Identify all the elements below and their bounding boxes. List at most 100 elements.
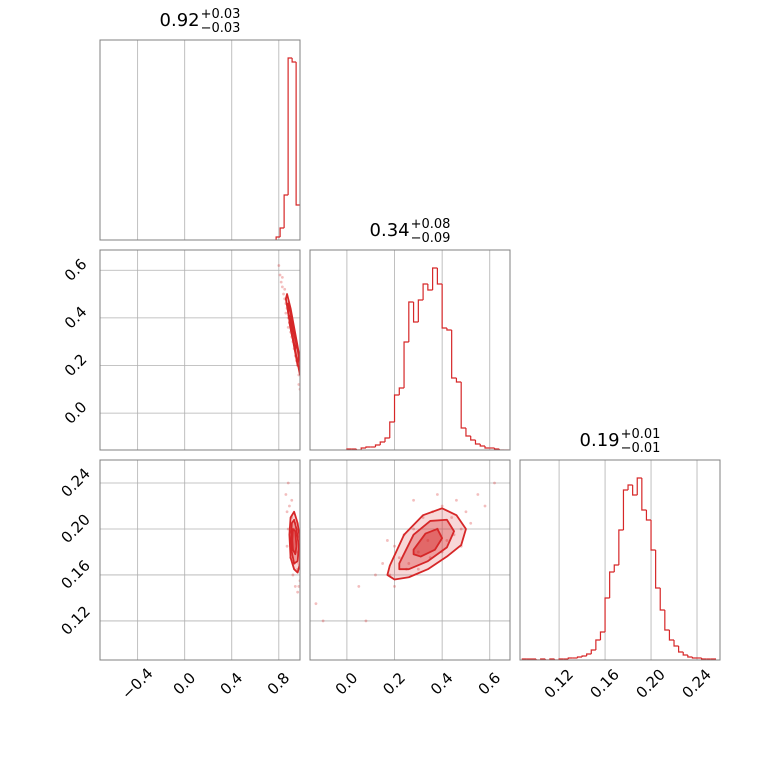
histogram-bin xyxy=(609,571,615,598)
title-plus: +0.08 xyxy=(411,217,451,232)
histogram-bin xyxy=(365,446,371,448)
histogram-bin xyxy=(599,631,606,640)
histogram-bin xyxy=(384,437,390,442)
histogram-bin xyxy=(279,227,285,237)
histogram-bin xyxy=(650,520,656,551)
sample-point xyxy=(416,567,420,571)
sample-point xyxy=(286,325,290,329)
sample-point xyxy=(284,493,288,496)
sample-point xyxy=(288,504,291,508)
histogram-bin xyxy=(441,284,447,329)
x-tick-label: 0.4 xyxy=(217,669,247,699)
panel-title: 0.34 xyxy=(370,220,410,241)
density-panel xyxy=(314,481,496,623)
title-minus: −0.03 xyxy=(201,21,241,36)
histogram-bin xyxy=(275,236,281,240)
histogram-bin xyxy=(636,477,642,495)
sample-point xyxy=(385,539,389,542)
sample-point xyxy=(493,481,496,485)
sample-point xyxy=(412,498,415,502)
contour xyxy=(398,518,455,571)
histogram-bin xyxy=(484,446,490,449)
sample-point xyxy=(296,590,300,594)
sample-point xyxy=(469,521,473,525)
histogram-bin xyxy=(393,394,400,422)
sample-point xyxy=(357,585,361,588)
histogram-bin xyxy=(595,639,601,650)
sample-point xyxy=(416,550,420,554)
histogram-bin xyxy=(613,564,619,572)
histogram-bin xyxy=(389,421,395,438)
histogram-bin xyxy=(465,428,471,437)
title-minus: −0.09 xyxy=(411,231,451,246)
x-tick-label: 0.20 xyxy=(633,665,669,701)
histogram-bin xyxy=(632,485,638,496)
histogram-bin xyxy=(455,378,462,383)
histogram-bin xyxy=(287,57,293,195)
histogram xyxy=(275,57,300,240)
histogram-bin xyxy=(664,610,670,631)
y-tick-label: 0.2 xyxy=(61,350,91,380)
histogram-bin xyxy=(403,341,409,388)
density-panel xyxy=(277,264,300,391)
x-tick-label: 0.12 xyxy=(541,665,577,701)
y-tick-label: 0.12 xyxy=(57,602,93,638)
histogram-bin xyxy=(618,529,624,565)
title-minus: −0.01 xyxy=(621,441,661,456)
sample-point xyxy=(381,562,385,565)
histogram-bin xyxy=(535,659,541,660)
histogram-bin xyxy=(645,510,652,521)
histogram-bin xyxy=(668,630,675,641)
sample-point xyxy=(450,516,454,519)
x-tick-label: 0.8 xyxy=(264,669,294,699)
sample-point xyxy=(445,539,449,542)
histogram-bin xyxy=(659,588,665,611)
y-tick-label: 0.6 xyxy=(61,255,91,285)
histogram-bin xyxy=(553,659,560,660)
histogram-bin xyxy=(379,441,385,445)
density-panel xyxy=(284,481,300,594)
y-tick-label: 0.0 xyxy=(61,398,91,428)
histogram-bin xyxy=(590,649,596,654)
title-value: 0.34 xyxy=(370,220,410,241)
title-plus: +0.01 xyxy=(621,427,661,442)
histogram-bin xyxy=(627,484,633,490)
histogram-bin xyxy=(283,194,289,228)
histogram-bin xyxy=(682,652,688,656)
sample-point xyxy=(291,573,295,577)
panel-frame xyxy=(309,459,511,661)
sample-point xyxy=(435,493,439,496)
histogram-bin xyxy=(295,62,300,240)
sample-point xyxy=(393,544,396,548)
sample-point xyxy=(374,573,377,577)
histogram-bin xyxy=(641,478,647,511)
panel-frame xyxy=(519,459,721,661)
x-tick-label: 0.2 xyxy=(379,669,409,699)
sample-point xyxy=(280,275,284,279)
sample-point xyxy=(290,498,294,502)
x-tick-label: 0.24 xyxy=(678,665,714,701)
sample-point xyxy=(280,285,284,289)
sample-point xyxy=(277,264,281,267)
sample-point xyxy=(285,544,289,548)
histogram-bin xyxy=(408,301,414,342)
histogram xyxy=(346,267,509,450)
title-value: 0.19 xyxy=(580,430,620,451)
histogram-bin xyxy=(374,444,381,447)
sample-point xyxy=(464,510,468,514)
title-plus: +0.03 xyxy=(201,7,241,22)
histogram-bin xyxy=(586,653,592,656)
y-tick-label: 0.16 xyxy=(57,556,93,592)
histogram-bin xyxy=(498,449,505,450)
panel-frame xyxy=(99,459,301,661)
sample-point xyxy=(407,562,411,565)
sample-point xyxy=(314,602,318,606)
contour xyxy=(288,314,298,350)
y-tick-label: 0.24 xyxy=(57,464,93,500)
panel-frame xyxy=(309,249,511,451)
x-tick-label: 0.4 xyxy=(427,669,457,699)
y-tick-label: 0.4 xyxy=(61,303,91,333)
sample-point xyxy=(364,619,368,623)
sample-point xyxy=(440,504,444,508)
